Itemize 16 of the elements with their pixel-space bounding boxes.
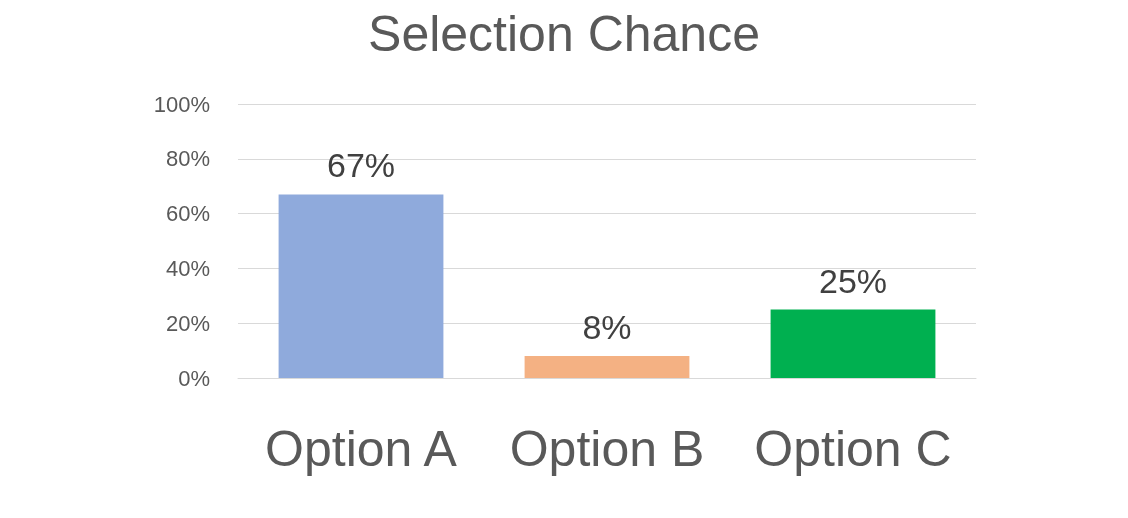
y-tick-label: 0% (178, 365, 210, 391)
bar (524, 356, 690, 378)
data-label: 25% (818, 261, 888, 300)
x-tick-label: Option B (509, 421, 705, 477)
chart-title: Selection Chance (368, 6, 760, 62)
y-tick-label: 100% (153, 91, 210, 117)
x-tick-label: Option C (754, 421, 952, 477)
bar (278, 194, 444, 378)
data-label: 67% (326, 146, 396, 185)
x-tick-label: Option A (265, 421, 458, 477)
data-label: 8% (582, 308, 632, 347)
y-tick-label: 40% (165, 255, 210, 281)
y-tick-label: 60% (165, 201, 210, 227)
bar (770, 309, 936, 378)
y-tick-label: 80% (165, 146, 210, 172)
y-tick-label: 20% (165, 310, 210, 336)
